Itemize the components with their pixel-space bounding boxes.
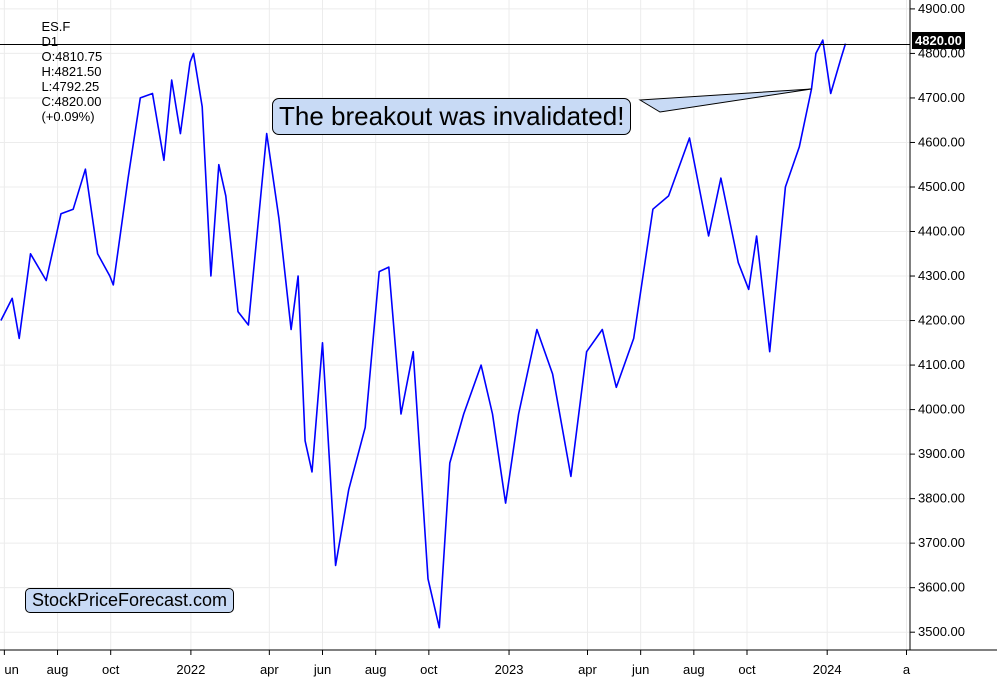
price-tick-label: 3500.00	[918, 624, 965, 639]
chart-header: ES.F D1 O:4810.75 H:4821.50 L:4792.25 C:…	[27, 4, 108, 139]
price-tick-label: 3600.00	[918, 580, 965, 595]
time-tick-label: 2023	[495, 662, 524, 677]
annotation-callout: The breakout was invalidated!	[272, 98, 632, 135]
price-tick-label: 4800.00	[918, 45, 965, 60]
time-tick-label: aug	[47, 662, 69, 677]
time-tick-label: jun	[631, 662, 649, 677]
price-tick-label: 3800.00	[918, 491, 965, 506]
time-tick-label: 2022	[176, 662, 205, 677]
time-tick-label: oct	[420, 662, 438, 677]
price-series-line	[0, 39, 847, 629]
time-tick-label: aug	[683, 662, 705, 677]
symbol-label: ES.F	[41, 19, 71, 34]
price-tick-label: 4600.00	[918, 134, 965, 149]
time-tick-label: 2024	[813, 662, 842, 677]
time-tick-label: jun	[313, 662, 331, 677]
time-tick-label: oct	[738, 662, 756, 677]
high-value: H:4821.50	[41, 64, 102, 79]
time-tick-label: aug	[365, 662, 387, 677]
price-tick-label: 3900.00	[918, 446, 965, 461]
time-tick-label: a	[903, 662, 911, 677]
price-tick-label: 4700.00	[918, 90, 965, 105]
price-tick-label: 3700.00	[918, 535, 965, 550]
grid-layer	[0, 0, 910, 650]
time-tick-label: oct	[102, 662, 120, 677]
price-series-layer	[0, 39, 847, 629]
price-tick-label: 4500.00	[918, 179, 965, 194]
watermark-label: StockPriceForecast.com	[25, 588, 235, 613]
price-axis-ticks: 3500.00 3600.00 3700.00 3800.00 3900.00 4000.…	[910, 1, 965, 639]
price-tick-label: 4400.00	[918, 224, 965, 239]
time-tick-label: apr	[260, 662, 279, 677]
price-tick-label: 4000.00	[918, 402, 965, 417]
timeframe-label: D1	[41, 34, 59, 49]
price-tick-label: 4900.00	[918, 1, 965, 16]
open-value: O:4810.75	[41, 49, 103, 64]
time-tick-label: apr	[578, 662, 597, 677]
price-tick-label: 4300.00	[918, 268, 965, 283]
low-value: L:4792.25	[41, 79, 100, 94]
callout-pointer	[638, 88, 812, 113]
time-axis-ticks: un aug oct 2022 apr jun aug oct 2023 apr jun aug oct…	[3, 650, 911, 677]
price-tick-label: 4200.00	[918, 313, 965, 328]
time-tick-label: un	[4, 662, 18, 677]
callout-pointer-layer	[638, 88, 812, 113]
price-tick-label: 4100.00	[918, 357, 965, 372]
close-value: C:4820.00	[41, 94, 102, 109]
last-price-badge: 4820.00	[912, 32, 965, 49]
change-value: (+0.09%)	[41, 109, 95, 124]
